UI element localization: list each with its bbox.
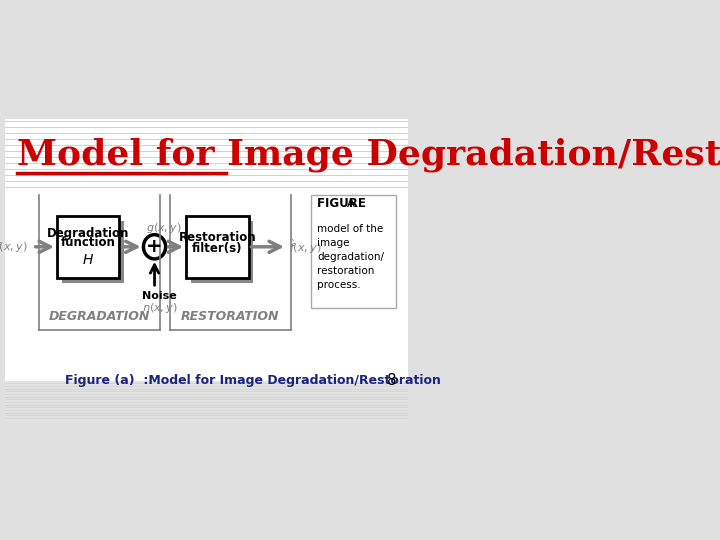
Text: DEGRADATION: DEGRADATION (48, 310, 150, 323)
Text: function: function (60, 237, 116, 249)
FancyBboxPatch shape (4, 119, 408, 421)
Text: $\hat{f}(x, y)$: $\hat{f}(x, y)$ (289, 238, 321, 256)
Text: +: + (146, 237, 163, 256)
Text: filter(s): filter(s) (192, 242, 243, 255)
Text: A: A (347, 197, 356, 210)
Text: Model for Image Degradation/Restoration: Model for Image Degradation/Restoration (17, 138, 720, 172)
FancyBboxPatch shape (186, 215, 248, 278)
Text: $g(x, y)$: $g(x, y)$ (146, 221, 181, 235)
Text: $f(x, y)$: $f(x, y)$ (0, 240, 28, 254)
Text: 8: 8 (387, 374, 397, 388)
Text: Degradation: Degradation (47, 227, 130, 240)
FancyBboxPatch shape (191, 221, 253, 284)
FancyBboxPatch shape (311, 195, 396, 308)
FancyBboxPatch shape (62, 221, 125, 284)
Text: $\eta(x, y)$: $\eta(x, y)$ (142, 300, 178, 314)
Ellipse shape (143, 235, 166, 259)
Text: Restoration: Restoration (179, 231, 256, 244)
Text: H: H (83, 253, 94, 267)
Text: model of the
image
degradation/
restoration
process.: model of the image degradation/ restorat… (317, 224, 384, 289)
Text: Noise: Noise (143, 291, 177, 301)
Text: FIGURE: FIGURE (317, 197, 370, 210)
Text: RESTORATION: RESTORATION (181, 310, 279, 323)
FancyBboxPatch shape (57, 215, 120, 278)
Text: Figure (a)  :Model for Image Degradation/Restoration: Figure (a) :Model for Image Degradation/… (65, 374, 441, 387)
